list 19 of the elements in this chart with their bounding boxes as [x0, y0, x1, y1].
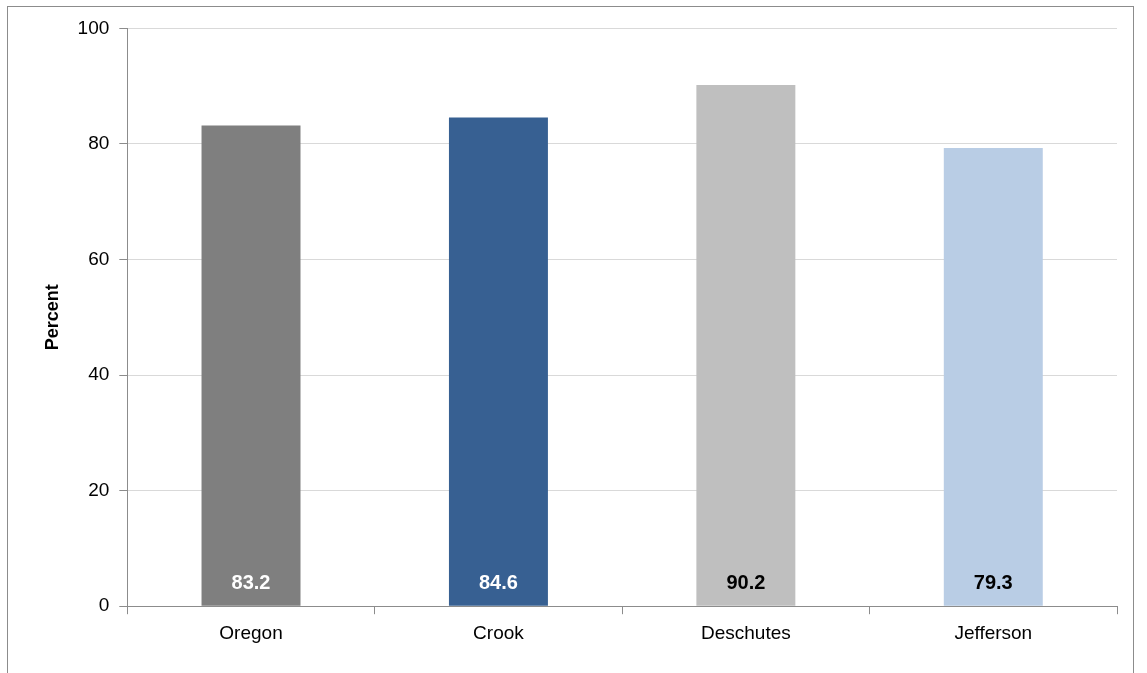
x-tick-label: Oregon: [219, 621, 283, 643]
bar: [943, 148, 1043, 606]
data-label: 84.6: [478, 571, 518, 594]
data-label: 83.2: [231, 571, 271, 594]
x-tick-label: Deschutes: [700, 621, 791, 643]
y-tick-label: 100: [77, 16, 110, 38]
y-tick-label: 20: [88, 478, 110, 500]
y-tick-label: 0: [98, 594, 110, 616]
y-tick-label: 80: [88, 132, 110, 154]
bar: [448, 117, 548, 606]
y-tick-label: 40: [88, 363, 110, 385]
data-label: 79.3: [973, 571, 1013, 594]
x-tick-label: Jefferson: [954, 621, 1033, 643]
x-tick-label: Crook: [473, 621, 525, 643]
bar: [696, 85, 796, 606]
y-axis-title: Percent: [41, 284, 62, 351]
data-label: 90.2: [726, 571, 766, 594]
y-tick-label: 60: [88, 247, 110, 269]
bar: [201, 125, 301, 606]
